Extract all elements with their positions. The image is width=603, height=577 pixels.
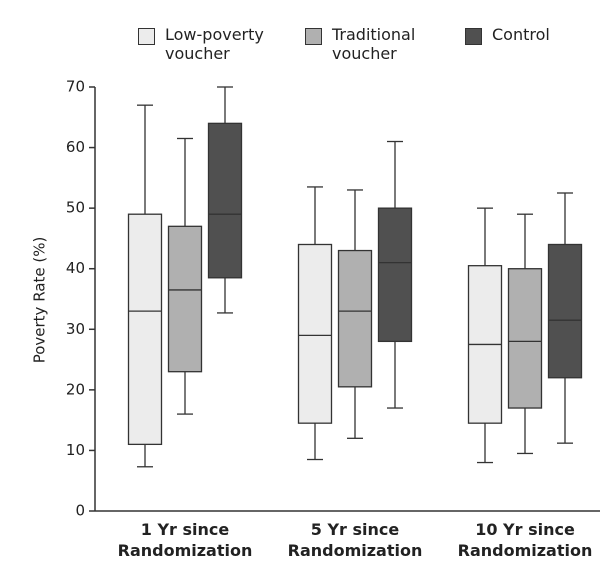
box bbox=[507, 268, 543, 409]
y-axis-label: Poverty Rate (%) bbox=[31, 237, 49, 364]
y-tick-label: 20 bbox=[66, 380, 85, 398]
box bbox=[127, 213, 163, 446]
y-tick-label: 60 bbox=[66, 138, 85, 156]
box bbox=[547, 243, 583, 379]
y-tick-label: 0 bbox=[75, 502, 85, 520]
box bbox=[297, 243, 333, 424]
x-tick-label: 1 Yr since Randomization bbox=[117, 520, 253, 560]
box bbox=[167, 225, 203, 373]
x-tick-label: 10 Yr since Randomization bbox=[457, 520, 593, 560]
y-tick-label: 70 bbox=[66, 78, 85, 96]
box bbox=[337, 249, 373, 388]
legend-swatch bbox=[138, 28, 155, 45]
legend-label: Control bbox=[492, 25, 550, 44]
box bbox=[377, 207, 413, 343]
legend-label: Traditional voucher bbox=[332, 25, 416, 63]
legend-swatch bbox=[465, 28, 482, 45]
y-tick-label: 40 bbox=[66, 259, 85, 277]
x-tick-label: 5 Yr since Randomization bbox=[287, 520, 423, 560]
box bbox=[207, 122, 243, 279]
legend-swatch bbox=[305, 28, 322, 45]
legend-label: Low-poverty voucher bbox=[165, 25, 264, 63]
y-tick-label: 30 bbox=[66, 320, 85, 338]
y-tick-label: 10 bbox=[66, 441, 85, 459]
y-tick-label: 50 bbox=[66, 199, 85, 217]
